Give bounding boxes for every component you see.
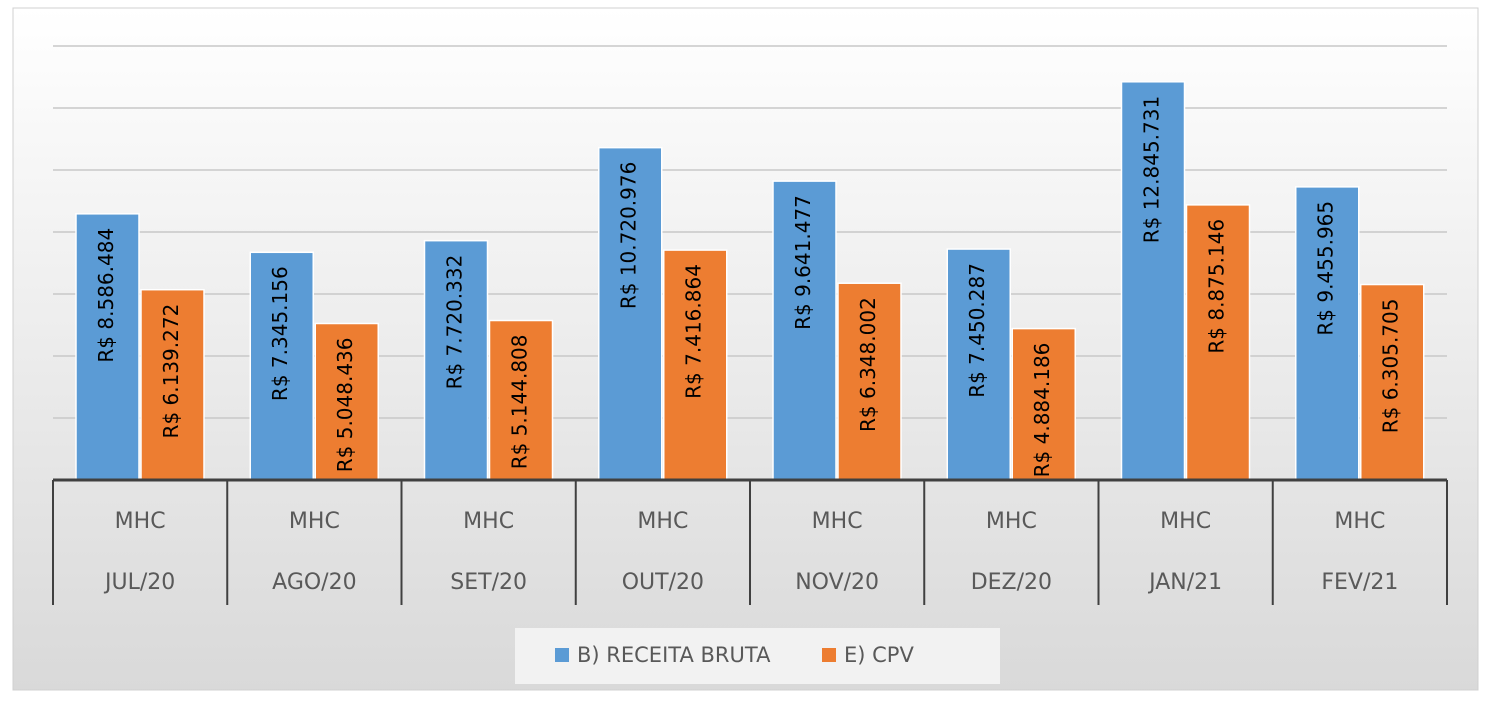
chart-area xyxy=(12,7,1479,691)
x-subcategory-label: MHC xyxy=(986,509,1037,534)
legend-swatch xyxy=(822,648,836,662)
bar xyxy=(140,288,205,481)
x-tick-label: JUL/20 xyxy=(103,570,175,595)
data-label: R$ 9.455.965 xyxy=(1314,201,1338,336)
x-subcategory-label: MHC xyxy=(115,509,166,534)
legend-box xyxy=(515,628,1000,684)
bar xyxy=(75,213,140,481)
x-subcategory-label: MHC xyxy=(812,509,863,534)
bar xyxy=(837,282,902,481)
data-label: R$ 10.720.976 xyxy=(617,162,641,310)
bar xyxy=(1360,283,1425,481)
x-tick-label: AGO/20 xyxy=(272,570,356,595)
bar xyxy=(772,180,837,481)
x-subcategory-label: MHC xyxy=(289,509,340,534)
x-tick-label: FEV/21 xyxy=(1321,570,1398,595)
bar xyxy=(488,319,554,481)
x-tick-label: OUT/20 xyxy=(622,570,704,595)
data-label: R$ 6.139.272 xyxy=(159,304,183,439)
data-label: R$ 5.048.436 xyxy=(333,337,357,472)
data-label: R$ 4.884.186 xyxy=(1030,343,1054,478)
x-subcategory-label: MHC xyxy=(1334,509,1385,534)
data-label: R$ 6.348.002 xyxy=(856,297,880,432)
bar xyxy=(1185,204,1251,481)
bar xyxy=(663,249,728,481)
data-label: R$ 5.144.808 xyxy=(508,335,532,470)
data-label: R$ 7.345.156 xyxy=(268,266,292,401)
bar xyxy=(946,248,1011,481)
bar xyxy=(1011,327,1076,481)
x-subcategory-label: MHC xyxy=(1160,509,1211,534)
legend-label: E) CPV xyxy=(844,643,914,667)
bar xyxy=(1120,81,1186,481)
data-label: R$ 8.875.146 xyxy=(1205,219,1229,354)
bar xyxy=(1295,186,1360,481)
data-label: R$ 9.641.477 xyxy=(791,195,815,330)
data-label: R$ 12.845.731 xyxy=(1140,96,1164,244)
x-tick-label: JAN/21 xyxy=(1147,570,1222,595)
bar xyxy=(249,251,314,481)
data-label: R$ 7.450.287 xyxy=(965,263,989,398)
x-subcategory-label: MHC xyxy=(463,509,514,534)
data-label: R$ 8.586.484 xyxy=(94,228,118,363)
x-tick-label: DEZ/20 xyxy=(971,570,1052,595)
bar xyxy=(598,146,663,481)
x-tick-label: NOV/20 xyxy=(795,570,879,595)
data-label: R$ 6.305.705 xyxy=(1379,299,1403,434)
bar xyxy=(423,239,489,481)
legend-swatch xyxy=(555,648,569,662)
legend-label: B) RECEITA BRUTA xyxy=(577,643,771,667)
x-tick-label: SET/20 xyxy=(450,570,527,595)
data-label: R$ 7.416.864 xyxy=(682,264,706,399)
data-label: R$ 7.720.332 xyxy=(443,255,467,390)
x-subcategory-label: MHC xyxy=(637,509,688,534)
bar xyxy=(314,322,379,481)
